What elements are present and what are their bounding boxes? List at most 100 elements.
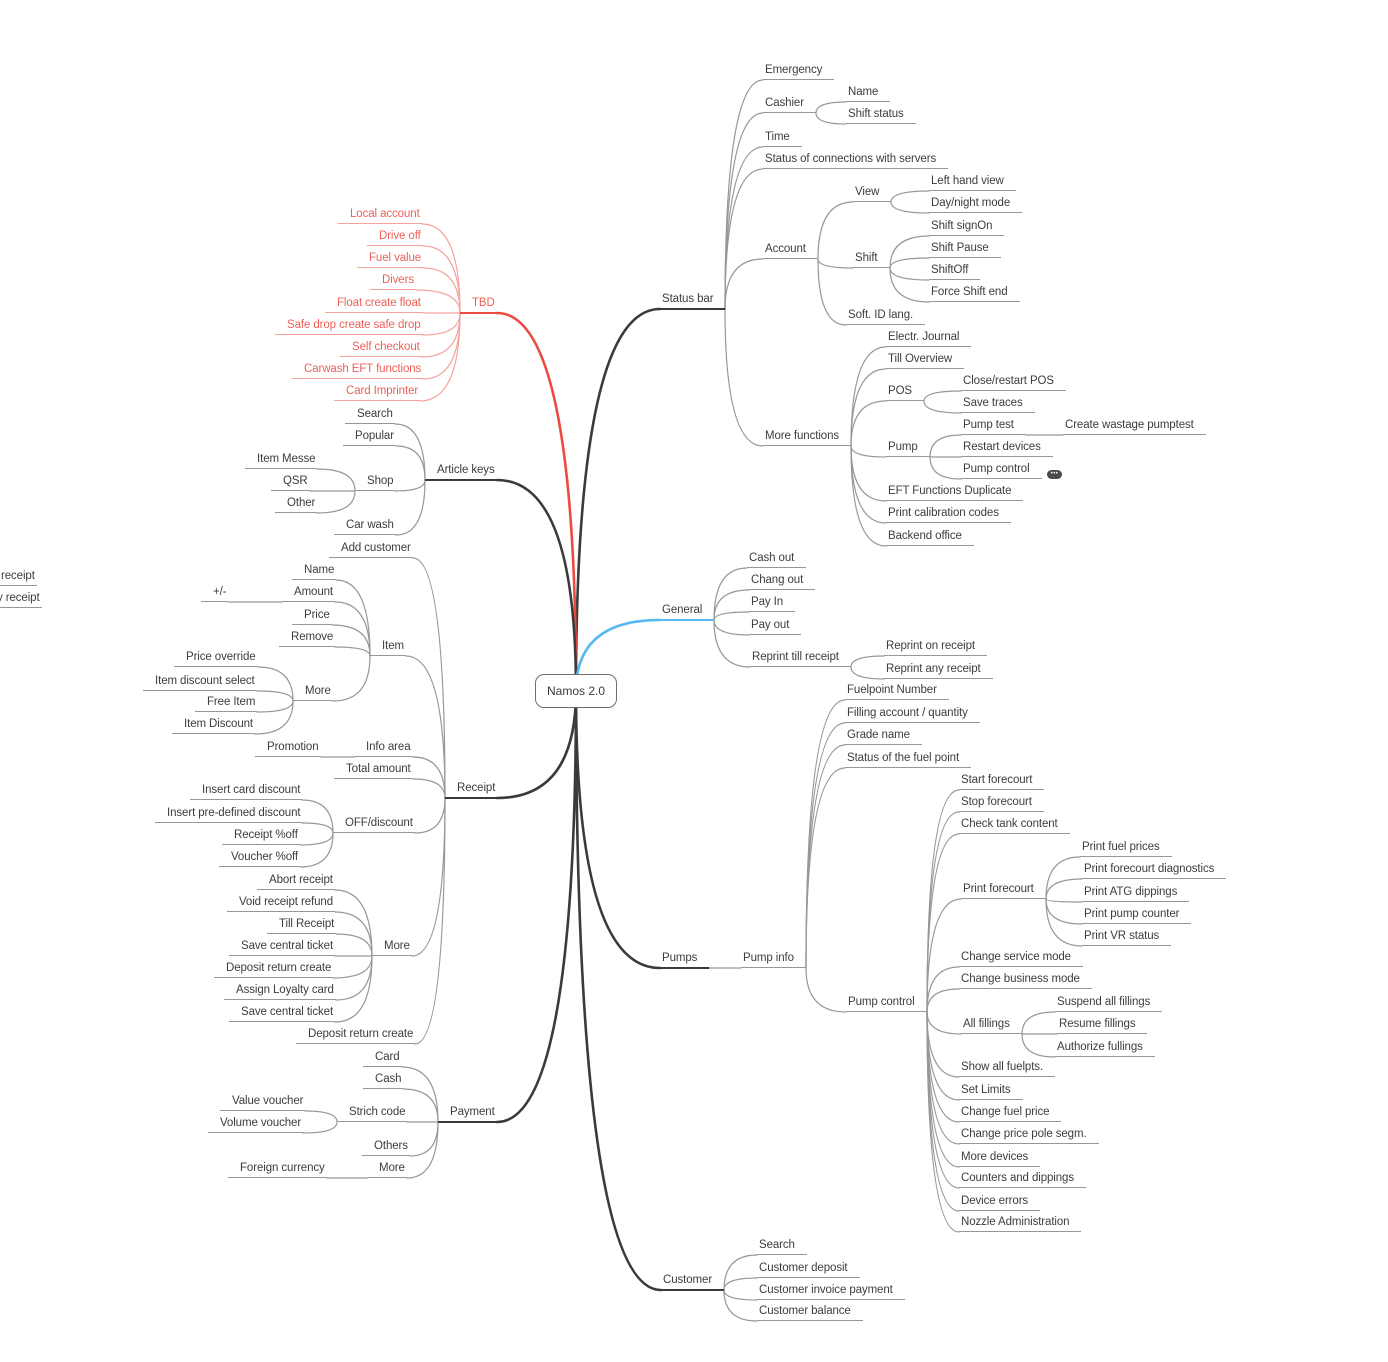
node-others: Others <box>362 1139 410 1156</box>
node-save-central-ticket: Save central ticket <box>229 1005 336 1022</box>
edge-to-void-receipt-refund <box>334 911 373 957</box>
edge-to-pump-control <box>929 456 962 480</box>
edge-to-save-traces <box>923 400 962 414</box>
node-save-central-ticket: Save central ticket <box>229 939 336 956</box>
node-print-forecourt: Print forecourt <box>961 882 1046 899</box>
node-tbd[interactable]: TBD <box>460 296 497 314</box>
edge-to-value-voucher <box>304 1110 338 1123</box>
node-restart-devices: Restart devices <box>961 440 1053 457</box>
node-foreign-currency: Foreign currency <box>228 1161 327 1178</box>
node-insert-card-discount: Insert card discount <box>190 783 303 800</box>
node-shiftoff: ShiftOff <box>929 263 981 280</box>
edge-to-change-service-mode <box>926 966 960 1013</box>
node-status-bar[interactable]: Status bar <box>660 292 726 310</box>
node-receipt[interactable]: receipt <box>0 569 37 586</box>
node-car-wash: Car wash <box>334 518 396 535</box>
edge-to-shiftoff <box>889 267 930 281</box>
node-name: Name <box>846 85 891 102</box>
node-print-atg-dippings: Print ATG dippings <box>1082 885 1190 902</box>
edge-to-shop <box>394 479 426 492</box>
edge-to-all-fillings <box>926 1011 962 1035</box>
edge-to-pump-test <box>929 434 962 458</box>
edge-to-carwash-eft-functions <box>422 312 461 380</box>
node-nozzle-administration: Nozzle Administration <box>959 1215 1082 1232</box>
ellipsis-badge[interactable]: ••• <box>1047 470 1062 479</box>
edge-to-car-wash <box>395 479 426 536</box>
node-soft-id-lang: Soft. ID lang. <box>846 308 926 325</box>
edge-to-shift-status <box>815 112 847 125</box>
node-add-customer: Add customer <box>329 541 413 558</box>
edge-to-view <box>817 201 854 260</box>
node-start-forecourt: Start forecourt <box>959 773 1045 790</box>
node-fuelpoint-number: Fuelpoint Number <box>845 683 949 700</box>
node-info-area: Info area <box>354 740 413 757</box>
node-local-account: Local account <box>338 207 422 224</box>
node-shift-status: Shift status <box>846 107 916 124</box>
node-deposit-return-create: Deposit return create <box>296 1027 416 1044</box>
edge-to-customer-balance <box>723 1289 758 1322</box>
node-pumps[interactable]: Pumps <box>660 951 710 969</box>
node-reprint-till-receipt: Reprint till receipt <box>750 650 851 667</box>
edge-to-article-keys <box>495 478 578 693</box>
node-payment[interactable]: Payment <box>438 1105 497 1123</box>
node-print-fuel-prices: Print fuel prices <box>1080 840 1172 857</box>
edge-to-remove <box>334 646 371 657</box>
node-customer[interactable]: Customer <box>661 1273 725 1291</box>
node-shift-pause: Shift Pause <box>929 241 1001 258</box>
node-divers: Divers <box>370 273 416 290</box>
node-receipt-off: Receipt %off <box>222 828 300 845</box>
node-total-amount: Total amount <box>334 762 413 779</box>
edge-to-more-functions <box>724 308 764 447</box>
edge-to-customer <box>574 689 663 1292</box>
edge-to-print-forecourt-diagnostics <box>1045 878 1083 900</box>
node-status-of-the-fuel-point: Status of the fuel point <box>845 751 972 768</box>
edge-to-soft-id-lang <box>817 258 847 326</box>
node-cash-out: Cash out <box>747 551 807 568</box>
node-pump-info: Pump info <box>741 951 806 968</box>
edge-to-others <box>409 1121 439 1157</box>
node-carwash-eft-functions: Carwash EFT functions <box>292 362 424 379</box>
node-day-night-mode: Day/night mode <box>929 196 1023 213</box>
node-print-vr-status: Print VR status <box>1082 929 1172 946</box>
edge-to-price-override <box>257 666 294 702</box>
node-create-wastage-pumptest: Create wastage pumptest <box>1063 418 1206 435</box>
edge-to-pumps <box>574 689 662 970</box>
node-general[interactable]: General <box>660 603 715 621</box>
edge-to-more <box>332 655 371 702</box>
edge-to-divers <box>415 289 461 314</box>
edge-to-search <box>723 1254 758 1291</box>
edge-to-card <box>401 1066 439 1123</box>
node-price: Price <box>292 608 332 625</box>
node-set-limits: Set Limits <box>959 1083 1023 1100</box>
root-node[interactable]: Namos 2.0 <box>535 674 617 708</box>
node-item-discount: Item Discount <box>172 717 256 734</box>
edge-to-reprint-any-receipt <box>850 666 885 680</box>
node-device-errors: Device errors <box>959 1194 1041 1211</box>
edge-to-more <box>406 1121 439 1179</box>
node-free-item: Free Item <box>195 695 258 712</box>
node-float-create-float: Float create float <box>325 296 423 313</box>
node-deposit-return-create: Deposit return create <box>214 961 334 978</box>
edge-to-name <box>335 579 371 657</box>
node-article-keys[interactable]: Article keys <box>425 463 497 481</box>
node-shift-signon: Shift signOn <box>929 219 1005 236</box>
edge-to-save-central-ticket <box>334 955 373 1023</box>
node-resume-fillings: Resume fillings <box>1057 1017 1148 1034</box>
node-off-discount: OFF/discount <box>333 816 415 833</box>
node-stop-forecourt: Stop forecourt <box>959 795 1044 812</box>
node-shift: Shift <box>853 251 890 268</box>
node-receipt[interactable]: Receipt <box>445 781 498 799</box>
edge-to-name <box>815 101 847 114</box>
edge-to-voucher-off <box>299 832 334 868</box>
node-search: Search <box>757 1238 807 1255</box>
edge-to-pay-out <box>713 619 750 636</box>
node-backend-office: Backend office <box>886 529 974 546</box>
edge-to-fuel-value <box>422 267 461 314</box>
node-void-receipt-refund: Void receipt refund <box>227 895 335 912</box>
node-y-receipt[interactable]: y receipt <box>0 591 42 608</box>
edge-to-check-tank-content <box>926 833 960 1013</box>
edge-to-change-business-mode <box>926 988 960 1013</box>
node-self-checkout: Self checkout <box>340 340 422 357</box>
node-more-devices: More devices <box>959 1150 1041 1167</box>
node-strich-code: Strich code <box>337 1105 408 1122</box>
